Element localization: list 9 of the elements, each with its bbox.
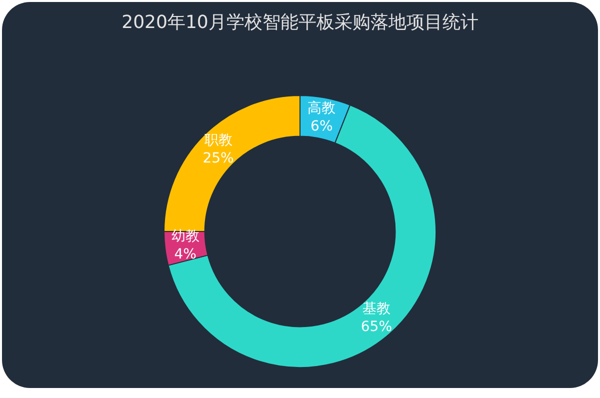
- data-label: 6%: [310, 118, 333, 135]
- slice-label: 基教: [362, 300, 390, 317]
- chart-title: 2020年10月学校智能平板采购落地项目统计: [120, 11, 480, 34]
- data-label: 65%: [360, 318, 392, 335]
- slice-label: 职教: [204, 132, 232, 148]
- slice-label: 幼教: [171, 228, 200, 245]
- data-label: 25%: [202, 150, 234, 166]
- slice-label: 高教: [308, 100, 336, 117]
- data-label: 4%: [174, 246, 196, 263]
